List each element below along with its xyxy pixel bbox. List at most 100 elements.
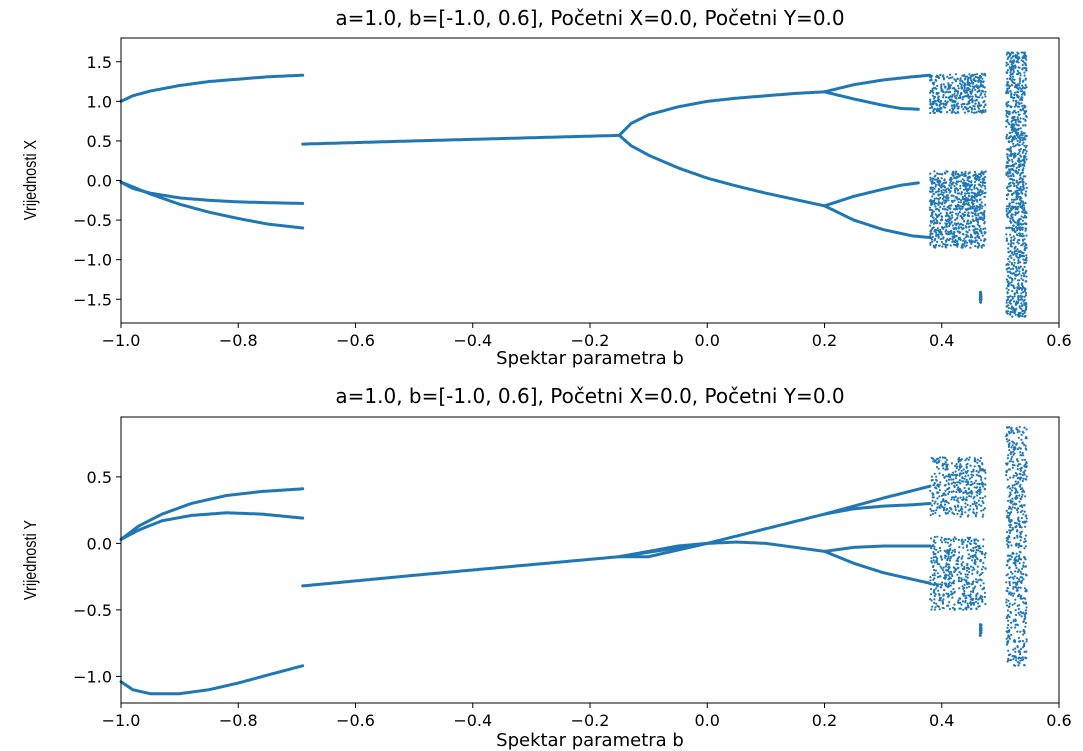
scatter-point [1024,565,1028,568]
scatter-point [929,230,933,233]
scatter-point [1013,295,1016,298]
scatter-point [1005,537,1008,540]
scatter-point [951,211,954,214]
scatter-point [937,229,940,232]
scatter-point [1023,469,1027,472]
scatter-point [932,578,935,581]
scatter-point [1022,620,1025,624]
scatter-point [973,193,976,196]
scatter-point [1008,154,1011,157]
scatter-point [1018,578,1021,581]
scatter-point [1007,536,1010,539]
scatter-point [1007,599,1010,602]
scatter-point [1010,63,1013,66]
scatter-point [975,538,978,541]
scatter-point [1011,81,1014,84]
scatter-point [979,75,983,78]
scatter-point [951,511,954,514]
scatter-point [1022,92,1025,95]
scatter-point [949,84,952,87]
scatter-point [961,96,965,99]
scatter-point [1017,266,1020,269]
scatter-point [968,585,971,588]
scatter-point [929,186,932,189]
scatter-point [932,460,935,463]
scatter-point [936,172,939,175]
scatter-point [1011,440,1014,443]
scatter-point [1024,110,1027,113]
scatter-point [929,103,932,106]
scatter-point [942,242,945,246]
scatter-point [1017,586,1020,589]
scatter-point [970,484,973,487]
scatter-point [947,482,950,485]
scatter-point [971,572,974,576]
scatter-point [1011,450,1015,453]
scatter-point [963,567,966,571]
scatter-point [931,102,934,106]
scatter-point [1012,581,1015,584]
scatter-point [932,91,935,94]
scatter-point [1007,499,1010,503]
scatter-point [1018,113,1021,116]
scatter-point [1006,63,1010,66]
scatter-point [945,500,948,504]
scatter-point [976,194,980,197]
scatter-point [952,172,955,176]
scatter-point [1021,138,1024,141]
y-tick-label: 0.5 [87,132,112,151]
scatter-point [978,224,981,227]
scatter-point [1024,77,1027,80]
scatter-point [1018,569,1021,572]
scatter-point [1007,514,1011,517]
scatter-point [1023,164,1026,167]
scatter-point [975,607,978,610]
scatter-point [968,229,971,232]
scatter-point [1022,54,1025,58]
scatter-point [1022,251,1025,255]
scatter-point [951,574,954,578]
scatter-point [1014,152,1017,155]
scatter-point [959,238,962,241]
scatter-point [940,83,943,86]
x-tick-label: 0.6 [1046,331,1071,350]
scatter-point [975,501,978,505]
scatter-point [1018,425,1021,428]
scatter-point [1019,117,1022,120]
scatter-point [1016,468,1019,471]
scatter-point [960,83,963,86]
scatter-point [971,554,975,557]
scatter-point [1019,656,1023,660]
scatter-point [1021,90,1024,93]
data-points [119,51,1028,318]
scatter-point [959,482,962,485]
scatter-point [979,203,982,207]
scatter-point [1017,127,1020,130]
scatter-point [956,189,960,192]
scatter-point [1012,99,1015,102]
scatter-point [958,204,961,207]
scatter-point [1022,124,1025,127]
scatter-point [934,552,937,556]
scatter-point [940,567,943,570]
scatter-point [954,218,957,221]
scatter-point [979,181,982,184]
scatter-point [1018,103,1021,106]
scatter-point [947,570,951,573]
scatter-point [933,170,936,173]
scatter-point [936,502,939,505]
scatter-point [1009,150,1012,153]
scatter-point [945,224,948,227]
scatter-point [1022,163,1025,166]
scatter-point [1024,601,1028,604]
scatter-point [1017,66,1020,69]
scatter-point [964,75,967,78]
scatter-point [1015,483,1018,486]
scatter-point [982,582,985,585]
scatter-point [1015,170,1018,173]
scatter-point [944,208,947,211]
y-tick-label: −1.0 [73,667,112,686]
scatter-point [1025,150,1028,153]
scatter-point [959,597,962,600]
scatter-point [1022,258,1025,261]
